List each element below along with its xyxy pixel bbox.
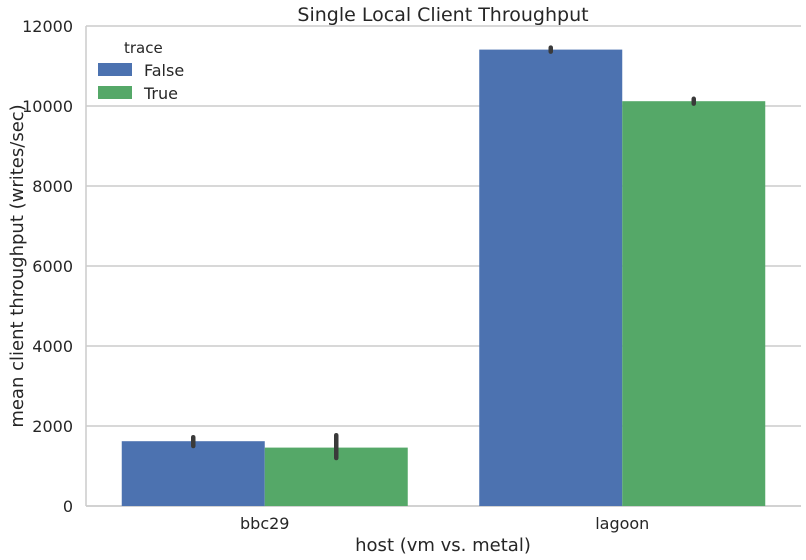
x-ticks: bbc29 lagoon: [240, 514, 649, 533]
error-bars: [191, 45, 696, 461]
x-tick-label: bbc29: [240, 514, 289, 533]
y-ticks: 0 2000 4000 6000 8000 10000 12000: [22, 17, 73, 516]
legend-title: trace: [124, 39, 163, 57]
bar-false-bbc29: [121, 441, 265, 506]
y-tick-label: 10000: [22, 97, 73, 116]
y-axis-label: mean client throughput (writes/sec): [7, 104, 28, 427]
bar-true-lagoon: [622, 101, 766, 506]
legend: trace False True: [98, 39, 184, 103]
legend-swatch-true: [98, 86, 132, 99]
y-tick-label: 4000: [32, 337, 73, 356]
y-tick-label: 0: [63, 497, 73, 516]
y-tick-label: 12000: [22, 17, 73, 36]
y-tick-label: 2000: [32, 417, 73, 436]
legend-swatch-false: [98, 63, 132, 76]
chart-title: Single Local Client Throughput: [297, 4, 588, 26]
legend-label-true: True: [143, 84, 178, 103]
y-tick-label: 6000: [32, 257, 73, 276]
bar-false-lagoon: [479, 49, 623, 506]
x-axis-label: host (vm vs. metal): [355, 535, 531, 556]
legend-label-false: False: [144, 61, 184, 80]
y-tick-label: 8000: [32, 177, 73, 196]
x-tick-label: lagoon: [595, 514, 649, 533]
bars: [121, 49, 766, 506]
